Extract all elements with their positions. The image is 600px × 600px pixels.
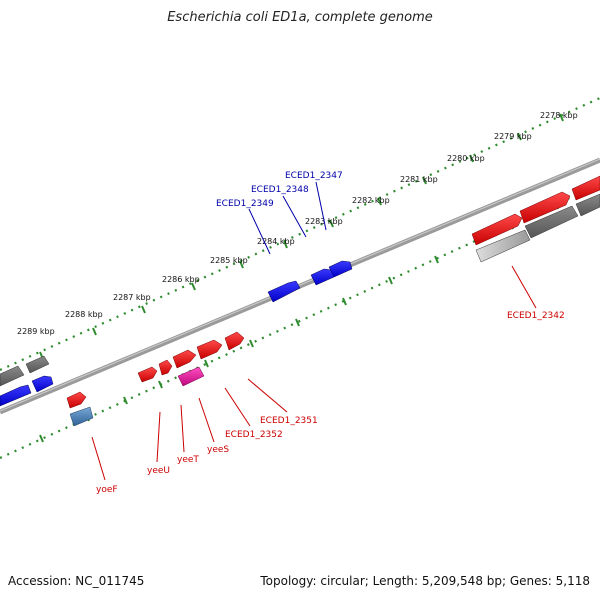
ruler-label: 2278 kbp [540, 111, 578, 120]
gene-feature[interactable] [524, 205, 579, 239]
forward-ruler [0, 96, 600, 372]
ruler-label: 2289 kbp [17, 327, 55, 336]
accession-text: Accession: NC_011745 [8, 574, 145, 588]
reverse-genes [0, 260, 353, 407]
ruler-label: 2279 kbp [494, 132, 532, 141]
gene-label[interactable]: ECED1_2352 [225, 430, 283, 440]
ruler-label: 2285 kbp [210, 256, 248, 265]
gene-feature[interactable] [158, 359, 173, 376]
gene-label[interactable]: yeeT [177, 455, 199, 465]
gene-feature[interactable] [31, 375, 54, 393]
gene-feature[interactable] [69, 406, 94, 427]
genome-backbone [0, 157, 600, 415]
gene-feature[interactable] [519, 191, 571, 224]
genome-backbone-highlight [0, 158, 600, 412]
gene-feature[interactable] [328, 260, 353, 278]
gene-feature[interactable] [137, 366, 158, 383]
ruler-label: 2284 kbp [257, 237, 295, 246]
gene-feature[interactable] [66, 391, 87, 409]
gene-feature[interactable] [177, 366, 205, 387]
gene-feature[interactable] [575, 193, 600, 217]
gene-label[interactable]: ECED1_2349 [216, 199, 274, 209]
ruler-label: 2282 kbp [352, 196, 390, 205]
gene-label[interactable]: yoeF [96, 485, 118, 495]
gene-label[interactable]: ECED1_2348 [251, 185, 309, 195]
ruler-major-ticks [39, 113, 564, 360]
ruler-label: 2280 kbp [447, 154, 485, 163]
gene-label[interactable]: yeeU [147, 466, 170, 476]
top-label-leaders [248, 181, 327, 255]
gene-feature[interactable] [25, 355, 50, 374]
gene-feature[interactable] [196, 339, 223, 360]
gene-feature[interactable] [224, 331, 245, 351]
gene-feature[interactable] [0, 365, 25, 387]
gene-feature[interactable] [0, 384, 32, 407]
gene-label[interactable]: yeeS [207, 445, 229, 455]
gene-label[interactable]: ECED1_2342 [507, 311, 565, 321]
other-features [0, 193, 600, 387]
bottom-label-leaders [91, 265, 537, 481]
ruler-label: 2287 kbp [113, 293, 151, 302]
gene-label[interactable]: ECED1_2351 [260, 416, 318, 426]
gene-feature[interactable] [475, 229, 531, 263]
gene-feature[interactable] [571, 175, 600, 201]
ruler-label: 2281 kbp [400, 175, 438, 184]
reverse-ruler [0, 182, 600, 460]
ruler-label: 2286 kbp [162, 275, 200, 284]
ruler-label: 2288 kbp [65, 310, 103, 319]
gene-label[interactable]: ECED1_2347 [285, 171, 343, 181]
gene-feature[interactable] [267, 280, 301, 303]
gene-feature[interactable] [172, 349, 197, 369]
genome-summary-text: Topology: circular; Length: 5,209,548 bp… [260, 574, 590, 588]
map-title: Escherichia coli ED1a, complete genome [167, 10, 433, 25]
forward-genes [66, 175, 600, 409]
gene-feature[interactable] [471, 213, 523, 246]
